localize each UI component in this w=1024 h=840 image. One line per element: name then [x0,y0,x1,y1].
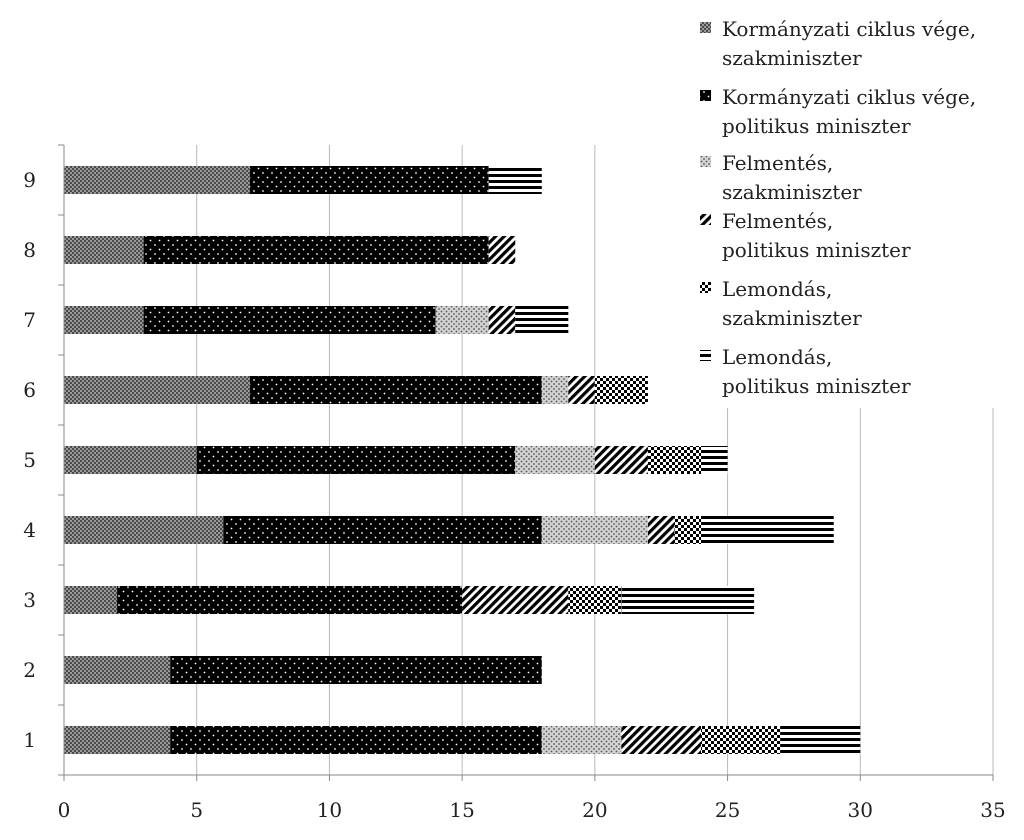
legend-entry-2: Kormányzati ciklus vége, politikus minisz… [700,85,976,138]
legend-label: Felmentés, [722,151,833,175]
bar-segment-cat-9-series-1 [64,166,250,194]
bar-segment-cat-9-series-2 [249,166,489,194]
y-tick-label: 2 [23,658,36,682]
bar-segment-cat-3-series-1 [64,586,118,614]
y-tick-label: 5 [23,448,36,472]
bar-segment-cat-1-series-2 [170,726,542,754]
legend-swatch [700,156,711,167]
y-tick-label: 9 [23,168,36,192]
bar-segment-cat-9-series-6 [488,166,542,194]
x-tick-label: 25 [715,798,740,822]
legend-entry-3: Felmentés, szakminiszter [700,151,862,204]
bar-segment-cat-7-series-1 [64,306,144,334]
legend-entry-5: Lemondás, szakminiszter [700,277,862,330]
bar-segment-cat-7-series-2 [143,306,436,334]
legend-label: Lemondás, [722,277,832,301]
legend-swatch [700,282,711,293]
bar-segment-cat-6-series-1 [64,376,250,404]
y-tick-label: 6 [23,378,36,402]
legend-label: politikus miniszter [722,238,911,262]
bar-segment-cat-3-series-5 [568,586,622,614]
legend-entry-1: Kormányzati ciklus vége, szakminiszter [700,17,976,70]
legend-entry-6: Lemondás, politikus miniszter [700,345,911,398]
bar-segment-cat-5-series-1 [64,446,197,474]
bar-segment-cat-2-series-2 [170,656,542,684]
x-tick-label: 20 [582,798,607,822]
bar-segment-cat-1-series-4 [621,726,702,754]
bar-segment-cat-1-series-3 [541,726,622,754]
y-tick-label: 8 [23,238,36,262]
legend-swatch [700,350,711,361]
bar-segment-cat-3-series-6 [621,586,755,614]
bar-segment-cat-5-series-2 [196,446,516,474]
bar-segment-cat-6-series-2 [249,376,542,404]
bar-segment-cat-4-series-4 [647,516,675,544]
y-tick-label: 7 [23,308,36,332]
x-tick-label: 5 [190,798,203,822]
legend-entry-4: Felmentés, politikus miniszter [700,209,911,262]
y-tick-label: 4 [23,518,36,542]
x-tick-label: 30 [848,798,873,822]
x-tick-label: 10 [317,798,342,822]
x-tick-label: 15 [449,798,474,822]
bar-segment-cat-8-series-1 [64,236,144,264]
legend-label: Kormányzati ciklus vége, [722,85,976,109]
legend-label: Felmentés, [722,209,833,233]
bar-segment-cat-7-series-4 [488,306,516,334]
bar-segment-cat-4-series-1 [64,516,224,544]
legend-label: Kormányzati ciklus vége, [722,17,976,41]
y-tick-label: 3 [23,588,36,612]
bar-segment-cat-4-series-2 [223,516,542,544]
axis-layer: 0 5 10 15 20 25 30 35 1 2 3 4 5 6 7 8 9 [23,144,1006,822]
bars-layer [64,166,861,754]
bar-segment-cat-6-series-4 [568,376,595,404]
bar-segment-cat-1-series-6 [780,726,861,754]
bar-segment-cat-2-series-1 [64,656,171,684]
bar-segment-cat-7-series-6 [515,306,569,334]
legend-swatch [700,214,711,225]
bar-segment-cat-4-series-5 [674,516,702,544]
legend-label: szakminiszter [722,306,862,330]
bar-segment-cat-1-series-1 [64,726,171,754]
bar-segment-cat-4-series-3 [541,516,648,544]
legend-label: politikus miniszter [722,114,911,138]
bar-segment-cat-6-series-3 [541,376,569,404]
bar-segment-cat-7-series-3 [435,306,489,334]
bar-segment-cat-8-series-4 [488,236,516,264]
x-tick-label: 35 [980,798,1005,822]
bar-segment-cat-1-series-5 [701,726,781,754]
bar-segment-cat-4-series-6 [701,516,834,544]
legend-label: politikus miniszter [722,374,911,398]
bar-segment-cat-3-series-4 [462,586,569,614]
legend-label: szakminiszter [722,180,862,204]
bar-segment-cat-5-series-3 [515,446,595,474]
bar-segment-cat-5-series-4 [594,446,648,474]
legend-label: szakminiszter [722,46,862,70]
legend: Kormányzati ciklus vége,szakminiszterKor… [700,17,976,398]
bar-segment-cat-6-series-5 [594,376,648,404]
legend-label: Lemondás, [722,345,832,369]
bar-segment-cat-3-series-2 [117,586,463,614]
x-tick-label: 0 [58,798,71,822]
bar-segment-cat-5-series-5 [647,446,702,474]
bar-segment-cat-8-series-2 [143,236,489,264]
legend-swatch [700,22,711,33]
legend-swatch [700,90,711,101]
bar-segment-cat-5-series-6 [701,446,728,474]
y-tick-label: 1 [23,728,36,752]
